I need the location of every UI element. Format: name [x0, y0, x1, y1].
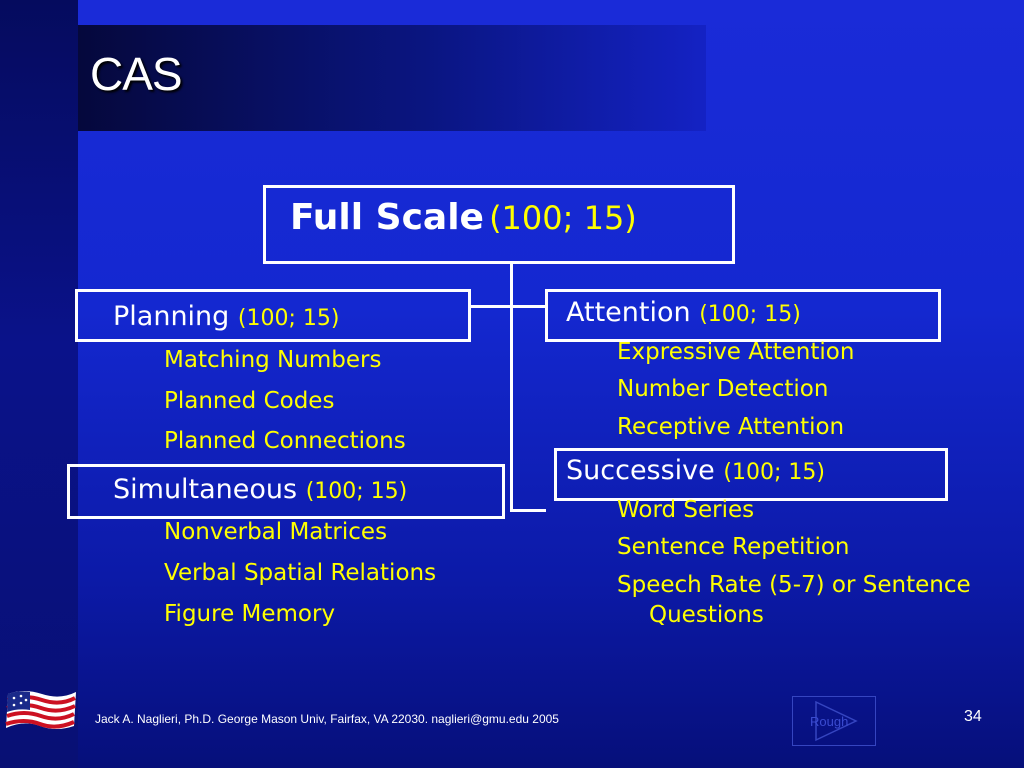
subtest-verbal-spatial-relations: Verbal Spatial Relations: [164, 560, 437, 586]
subtest-planned-codes: Planned Codes: [164, 388, 335, 414]
planning-score: (100; 15): [237, 306, 340, 331]
rough-nav-button[interactable]: [792, 696, 876, 746]
full-scale-label-group: Full Scale (100; 15): [290, 197, 637, 238]
slide-title: CAS: [90, 48, 183, 100]
simultaneous-score: (100; 15): [305, 479, 408, 504]
subtest-expressive-attention: Expressive Attention: [617, 339, 855, 365]
successive-label: Successive: [566, 455, 715, 486]
subtest-nonverbal-matrices: Nonverbal Matrices: [164, 519, 388, 545]
simultaneous-label-group: Simultaneous (100; 15): [113, 474, 407, 505]
play-triangle-icon: [815, 700, 858, 742]
subtest-receptive-attention: Receptive Attention: [617, 414, 845, 440]
page-number: 34: [964, 708, 982, 725]
full-scale-score: (100; 15): [489, 199, 637, 237]
subtest-speech-rate: Speech Rate (5-7) or Sentence: [617, 572, 971, 598]
planning-label: Planning: [113, 301, 230, 332]
title-band: [78, 25, 706, 131]
left-strip: [0, 0, 78, 768]
attention-label-group: Attention (100; 15): [566, 297, 801, 328]
connector-successive: [510, 509, 546, 512]
footer-credit: Jack A. Naglieri, Ph.D. George Mason Uni…: [95, 712, 559, 726]
subtest-speech-rate-continued: Questions: [649, 602, 764, 628]
connector-trunk: [510, 262, 513, 512]
subtest-planned-connections: Planned Connections: [164, 428, 406, 454]
successive-label-group: Successive (100; 15): [566, 455, 825, 486]
attention-label: Attention: [566, 297, 691, 328]
subtest-figure-memory: Figure Memory: [164, 601, 336, 627]
planning-label-group: Planning (100; 15): [113, 301, 339, 332]
subtest-number-detection: Number Detection: [617, 376, 829, 402]
subtest-word-series: Word Series: [617, 497, 755, 523]
successive-score: (100; 15): [723, 460, 825, 485]
full-scale-box: [263, 185, 735, 264]
connector-planning: [469, 305, 547, 308]
attention-box: [545, 289, 941, 342]
successive-box: [554, 448, 948, 501]
planning-box: [75, 289, 471, 342]
rough-nav-label: Rough: [810, 714, 849, 729]
simultaneous-label: Simultaneous: [113, 474, 298, 505]
full-scale-label: Full Scale: [290, 197, 484, 238]
subtest-matching-numbers: Matching Numbers: [164, 347, 382, 373]
attention-score: (100; 15): [699, 302, 801, 327]
simultaneous-box: [67, 464, 505, 519]
subtest-sentence-repetition: Sentence Repetition: [617, 534, 850, 560]
american-flag-icon: [5, 691, 76, 729]
